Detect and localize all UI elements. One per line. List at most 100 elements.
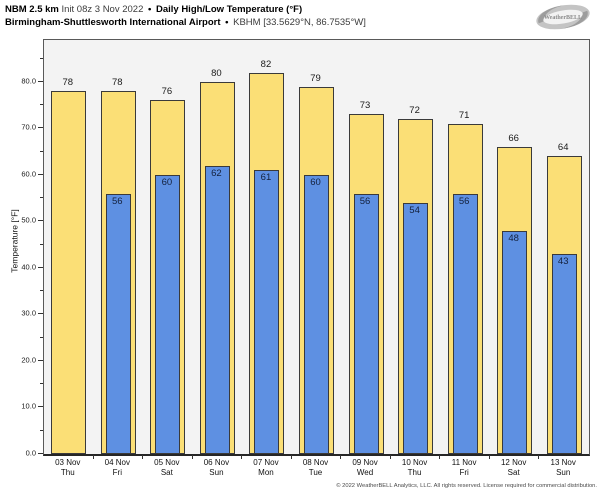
low-value-label: 56 [458,195,470,207]
x-label-date: 09 Nov [352,458,378,467]
high-value-label: 78 [112,77,123,89]
y-tick-mark [38,220,43,222]
bar-low [105,193,131,454]
y-tick-mark [38,453,43,454]
y-tick-mark [38,313,43,315]
high-value-label: 82 [260,58,272,70]
x-category-label: 06 Nov Sun [192,458,240,478]
y-tick-mark [38,173,43,175]
y-minor-tick-mark [40,197,43,199]
x-label-date: 11 Nov [451,458,477,467]
bar-low [502,230,528,454]
y-tick-mark [38,406,43,408]
bar-low [204,165,230,454]
x-label-date: 03 Nov [55,458,81,467]
low-value-label: 60 [310,176,321,188]
high-value-label: 73 [359,100,371,112]
x-category-label: 09 Nov Wed [341,458,389,478]
x-category-label: 04 Nov Fri [93,458,141,478]
high-value-label: 66 [508,132,519,144]
y-tick-mark [38,266,43,268]
x-label-date: 12 Nov [500,458,527,467]
x-tick-mark [290,455,292,459]
y-minor-tick-mark [40,336,43,338]
bar-low [304,174,329,454]
bar-low [452,193,478,454]
y-tick-label: 40.0 [21,262,36,272]
high-value-label: 78 [62,77,74,89]
y-minor-tick-mark [40,104,43,106]
copyright-text: © 2022 WeatherBELL Analytics, LLC. All r… [336,483,597,489]
plot-area [43,39,590,456]
bar-low [551,253,577,454]
y-minor-tick-mark [40,57,43,59]
bar-low [254,170,280,454]
product-name: Daily High/Low Temperature (°F) [155,4,303,15]
high-value-label: 76 [161,86,173,98]
low-value-label: 56 [112,195,123,207]
x-tick-mark [92,455,94,459]
low-value-label: 54 [409,204,420,216]
bar-low [155,174,181,454]
y-tick-label: 60.0 [21,169,36,179]
x-tick-mark [389,455,391,459]
y-minor-tick-mark [40,243,43,245]
x-label-date: 04 Nov [104,458,130,467]
x-tick-mark [340,455,342,459]
station-name: Birmingham-Shuttlesworth International A… [5,17,221,28]
y-tick-label: 10.0 [21,401,36,411]
x-tick-mark [439,455,441,459]
y-minor-tick-mark [40,429,43,431]
y-tick-label: 50.0 [21,215,36,225]
separator-dot: • [148,4,152,15]
high-value-label: 80 [211,67,222,79]
x-label-date: 06 Nov [203,458,230,467]
y-tick-label: 70.0 [21,122,36,132]
x-category-label: 12 Nov Sat [490,458,538,478]
x-tick-mark [488,455,490,459]
x-label-day: Thu [60,468,75,477]
y-minor-tick-mark [40,383,43,385]
station-location: KBHM [33.5629°N, 86.7535°W] [233,17,366,28]
x-category-label: 11 Nov Fri [440,458,488,478]
model-name: NBM 2.5 km [5,4,59,15]
weatherbell-logo: WeatherBELL [532,2,594,32]
y-minor-tick-mark [40,290,43,292]
separator-dot: • [225,17,229,28]
x-category-label: 07 Nov Mon [242,458,290,478]
x-tick-mark [142,455,144,459]
x-tick-mark [538,455,540,459]
x-category-label: 05 Nov Sat [143,458,191,478]
x-label-day: Tue [308,468,323,477]
y-tick-label: 80.0 [21,76,36,86]
x-tick-mark [191,455,193,459]
x-label-day: Sun [556,468,571,477]
x-label-date: 05 Nov [154,458,180,467]
x-label-day: Fri [459,468,469,477]
x-label-day: Fri [112,468,122,477]
x-tick-mark [241,455,243,459]
y-minor-tick-mark [40,150,43,152]
y-tick-mark [38,127,43,129]
chart-title-line1: NBM 2.5 km Init 08z 3 Nov 2022 • Daily H… [5,3,302,16]
init-time: Init 08z 3 Nov 2022 [61,4,144,15]
low-value-label: 61 [260,172,272,184]
x-category-label: 13 Nov Sun [539,458,587,478]
y-tick-mark [38,359,43,361]
x-label-day: Thu [407,468,422,477]
low-value-label: 62 [211,167,222,179]
x-label-day: Mon [258,468,274,477]
chart-title-line2: Birmingham-Shuttlesworth International A… [5,16,366,29]
x-category-label: 08 Nov Tue [292,458,340,478]
x-label-date: 07 Nov [253,458,279,467]
x-category-label: 03 Nov Thu [44,458,92,478]
x-label-day: Sat [507,468,520,477]
high-value-label: 79 [310,72,321,84]
x-label-day: Wed [356,468,374,477]
low-value-label: 43 [557,255,569,267]
high-value-label: 71 [458,109,470,121]
x-label-date: 13 Nov [550,458,576,467]
low-value-label: 48 [508,232,519,244]
bar-low [353,193,379,454]
x-label-day: Sun [209,468,224,477]
